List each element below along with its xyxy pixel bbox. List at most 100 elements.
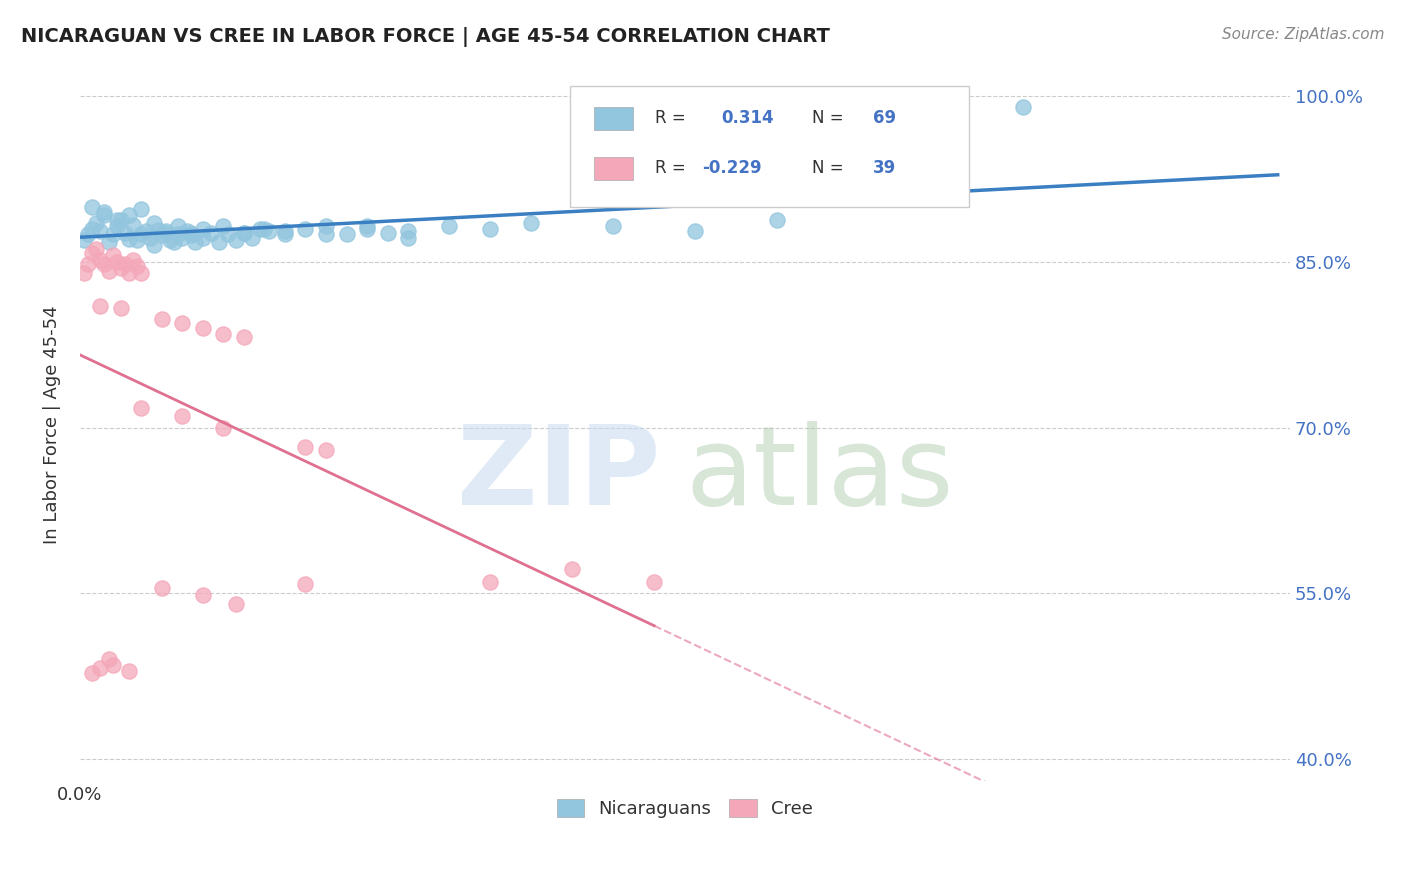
Point xyxy=(150,228,173,243)
Point xyxy=(208,235,231,249)
Point xyxy=(683,188,706,202)
Point xyxy=(479,575,502,590)
Point xyxy=(155,226,177,240)
Point xyxy=(1012,100,1035,114)
Point xyxy=(101,658,124,673)
Text: N =: N = xyxy=(813,160,849,178)
Bar xyxy=(595,107,633,130)
Point xyxy=(167,219,190,234)
Point xyxy=(131,202,153,216)
Text: 39: 39 xyxy=(873,160,896,178)
Point xyxy=(191,221,214,235)
Point xyxy=(89,299,111,313)
Point xyxy=(93,205,115,219)
Point xyxy=(233,226,256,240)
Point xyxy=(172,316,194,330)
Point xyxy=(766,212,789,227)
Point xyxy=(163,235,186,249)
Point xyxy=(127,233,149,247)
Point xyxy=(233,330,256,344)
Point xyxy=(172,230,194,244)
Point xyxy=(93,257,115,271)
Point xyxy=(89,252,111,267)
Point xyxy=(82,200,104,214)
Text: R =: R = xyxy=(655,110,690,128)
Point xyxy=(131,266,153,280)
Point xyxy=(294,441,316,455)
Point xyxy=(159,233,181,247)
Point xyxy=(479,221,502,235)
Point xyxy=(131,227,153,242)
Text: 69: 69 xyxy=(873,110,896,128)
Point xyxy=(315,227,337,242)
Point xyxy=(110,212,132,227)
Point xyxy=(118,266,141,280)
Point xyxy=(142,216,165,230)
Point xyxy=(315,442,337,457)
Point xyxy=(249,221,271,235)
Point xyxy=(212,420,235,434)
Point xyxy=(180,226,202,240)
Point xyxy=(89,224,111,238)
Text: Source: ZipAtlas.com: Source: ZipAtlas.com xyxy=(1222,27,1385,42)
Point xyxy=(82,246,104,260)
Point xyxy=(176,224,198,238)
Point xyxy=(356,219,378,234)
Point xyxy=(73,266,96,280)
Point xyxy=(84,242,107,256)
Point xyxy=(114,226,136,240)
Point xyxy=(114,257,136,271)
Point xyxy=(97,263,120,277)
Point xyxy=(97,652,120,666)
Point xyxy=(118,232,141,246)
Point xyxy=(257,224,280,238)
Text: -0.229: -0.229 xyxy=(702,160,762,178)
Point xyxy=(89,661,111,675)
Point xyxy=(253,221,276,235)
Point xyxy=(240,230,263,244)
Point xyxy=(127,259,149,273)
Point xyxy=(97,235,120,249)
Point xyxy=(77,227,100,242)
Point xyxy=(122,219,145,233)
Point xyxy=(191,589,214,603)
Point xyxy=(122,252,145,267)
Point xyxy=(356,221,378,235)
Point xyxy=(184,235,207,249)
Point xyxy=(212,326,235,341)
Point xyxy=(225,597,247,611)
Point xyxy=(142,238,165,252)
Point xyxy=(191,321,214,335)
Point xyxy=(396,224,419,238)
Point xyxy=(77,257,100,271)
Point xyxy=(118,209,141,223)
Point xyxy=(134,224,156,238)
Point xyxy=(131,401,153,415)
Point xyxy=(520,216,543,230)
Legend: Nicaraguans, Cree: Nicaraguans, Cree xyxy=(550,791,820,825)
Point xyxy=(110,301,132,316)
Point xyxy=(167,227,190,242)
Point xyxy=(212,219,235,234)
Point xyxy=(274,224,297,238)
Point xyxy=(200,226,222,240)
Point xyxy=(101,227,124,242)
Point xyxy=(217,227,239,242)
FancyBboxPatch shape xyxy=(569,87,969,208)
Text: N =: N = xyxy=(813,110,849,128)
Point xyxy=(233,226,256,240)
Point xyxy=(138,230,160,244)
Point xyxy=(437,219,460,234)
Point xyxy=(73,233,96,247)
Point xyxy=(561,562,583,576)
Point xyxy=(105,212,128,227)
Point xyxy=(93,209,115,223)
Point xyxy=(191,230,214,244)
Point xyxy=(225,233,247,247)
Point xyxy=(396,230,419,244)
Text: atlas: atlas xyxy=(685,421,953,528)
Point xyxy=(602,219,624,234)
Point xyxy=(84,216,107,230)
Point xyxy=(315,219,337,234)
Point xyxy=(101,248,124,262)
